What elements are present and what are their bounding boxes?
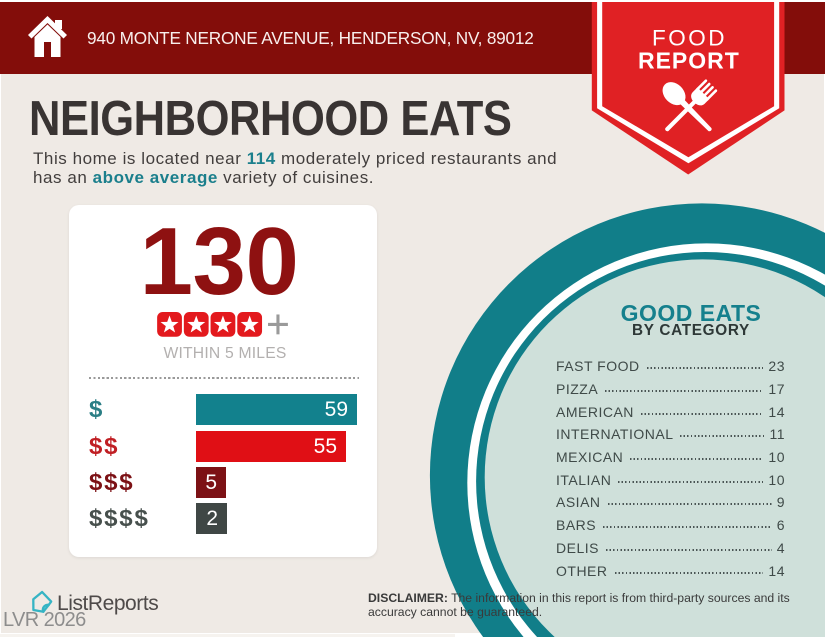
svg-text:FOOD: FOOD bbox=[652, 25, 727, 50]
svg-text:REPORT: REPORT bbox=[638, 48, 740, 74]
